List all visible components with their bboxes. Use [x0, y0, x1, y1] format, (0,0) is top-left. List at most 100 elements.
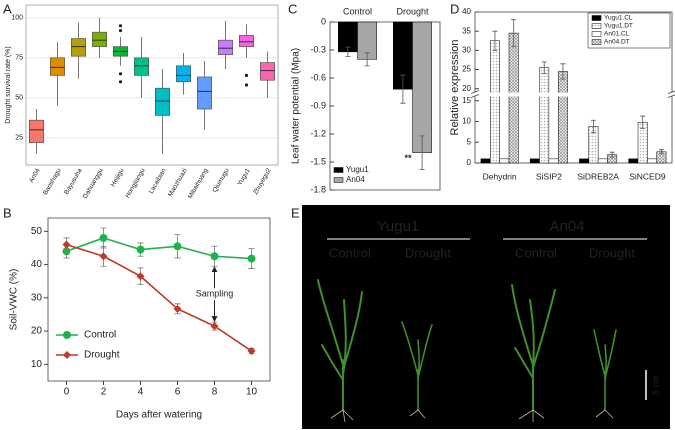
plot-frame — [25, 4, 279, 166]
group-label: Yugu1 — [377, 218, 420, 235]
condition-label: Drought — [589, 245, 636, 260]
outlier — [118, 29, 123, 33]
point — [173, 304, 182, 313]
box — [218, 39, 233, 55]
point — [136, 245, 145, 254]
y-tick-label: -1.8 — [310, 184, 326, 194]
outlier — [118, 80, 123, 84]
y-tick-label: 100 — [11, 15, 23, 22]
x-tick-label: Bayusuha — [63, 167, 84, 196]
legend-label: An01.CL — [604, 31, 630, 38]
y-tick-label: 25 — [462, 65, 471, 74]
bar — [579, 158, 590, 164]
error-bar — [658, 149, 664, 155]
legend-label: Drought — [84, 350, 120, 361]
point — [136, 272, 145, 281]
box — [260, 62, 275, 81]
bar — [412, 21, 432, 153]
y-tick-label: 0 — [321, 16, 326, 26]
legend-swatch — [591, 15, 602, 21]
x-tick-label: 8 — [212, 387, 218, 398]
x-tick-label: An04 — [28, 167, 42, 184]
point — [247, 347, 256, 356]
point — [173, 242, 182, 251]
box — [155, 87, 170, 116]
x-tick-label: 6 — [175, 387, 181, 398]
bar — [557, 71, 568, 164]
y-tick-label: 20 — [462, 84, 471, 93]
y-tick-label: 10 — [462, 117, 471, 126]
x-tick-label: SiDREB2A — [577, 171, 619, 181]
x-tick-label: 2 — [101, 387, 107, 398]
x-tick-label: SiNCED9 — [629, 171, 666, 181]
x-tick-label: 0 — [64, 387, 70, 398]
plot-frame — [47, 217, 271, 382]
bar — [548, 158, 559, 164]
box — [92, 31, 107, 47]
x-axis-label: Days after watering — [116, 410, 202, 421]
y-axis-label: Drought survival rate (%) — [5, 46, 12, 123]
y-tick-label: -0.6 — [310, 72, 326, 82]
plants — [317, 279, 647, 423]
legend-frame — [587, 12, 671, 49]
x-tick-label: Lacaibian — [148, 167, 168, 195]
box — [239, 35, 254, 47]
point — [210, 252, 219, 261]
condition-label: Control — [329, 245, 371, 260]
legend-label: Yugu1.DT — [604, 23, 633, 30]
series-line — [66, 237, 252, 260]
point — [62, 240, 71, 249]
x-tick-label: Maozhuazi — [167, 167, 189, 198]
y-tick-label: 0 — [467, 158, 472, 167]
legend-swatch — [333, 167, 344, 173]
box — [197, 76, 212, 110]
bar — [529, 158, 540, 164]
bar — [499, 158, 510, 164]
x-tick-label: Heijigu — [110, 167, 126, 188]
y-tick-label: 15 — [462, 96, 471, 105]
error-bar — [541, 61, 547, 74]
y-tick-label: -1.5 — [310, 156, 326, 166]
legend-label: Yugu1.CL — [604, 15, 633, 22]
error-bar — [590, 119, 596, 134]
bar — [628, 158, 639, 164]
annotation: Sampling — [196, 289, 234, 299]
legend-swatch — [591, 23, 602, 29]
annotation: ** — [404, 153, 412, 163]
box — [29, 119, 44, 143]
panel-letter: E — [291, 205, 300, 220]
plot-frame — [474, 11, 673, 164]
condition-label: Control — [515, 245, 557, 260]
bar — [490, 40, 500, 164]
y-tick-label: 35 — [462, 26, 471, 35]
error-bar — [400, 74, 406, 104]
box — [50, 57, 65, 76]
panel-letter: B — [3, 205, 12, 220]
y-tick-label: 20 — [31, 326, 43, 337]
y-tick-label: -0.3 — [310, 44, 326, 54]
x-tick-label: Control — [343, 6, 372, 16]
point — [210, 322, 219, 331]
outlier — [244, 73, 249, 77]
point — [99, 233, 108, 242]
x-tick-label: Dehydrin — [483, 171, 517, 181]
legend-marker — [63, 351, 71, 359]
box — [71, 38, 86, 57]
x-tick-label: Hongjiangu — [124, 167, 147, 199]
axis-break — [472, 92, 675, 97]
x-tick-label: Dahuanggu — [82, 167, 105, 200]
box — [134, 57, 149, 76]
x-tick-label: Drought — [396, 6, 429, 16]
y-tick-label: -1.2 — [310, 128, 326, 138]
error-bar — [609, 151, 615, 158]
legend-label: An04 — [346, 175, 365, 184]
x-tick-label: Zhuyegu2 — [252, 167, 273, 196]
point — [247, 254, 256, 263]
y-tick-label: 50 — [15, 95, 23, 102]
x-tick-label: Qiumugu — [211, 167, 230, 194]
y-tick-label: 40 — [31, 259, 43, 270]
condition-label: Drought — [405, 245, 452, 260]
bar — [539, 67, 550, 164]
group-label: An04 — [549, 218, 584, 235]
